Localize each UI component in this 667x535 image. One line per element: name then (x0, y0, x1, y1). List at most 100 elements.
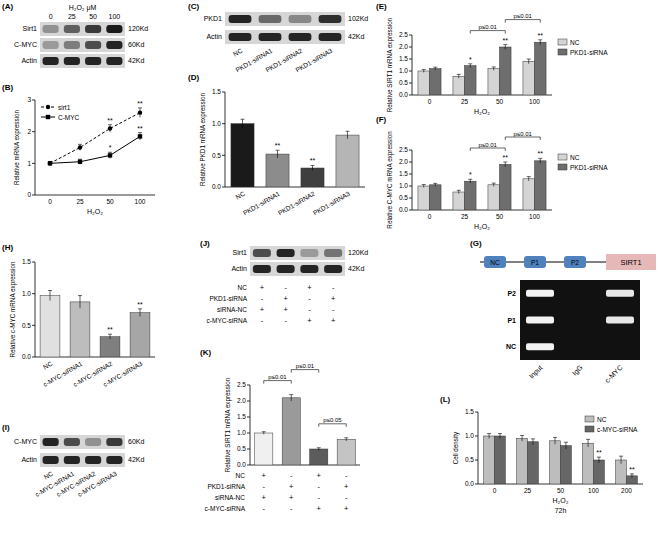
error-bar (503, 162, 507, 167)
error-bar (468, 64, 472, 68)
band (229, 33, 252, 41)
site-label: P2 (571, 259, 579, 266)
lane-label: 25 (68, 13, 76, 20)
bar (130, 313, 150, 357)
gel-band (606, 317, 634, 324)
condition-sign: - (308, 305, 311, 314)
x-tick-label: 50 (496, 213, 504, 220)
plot-area (418, 40, 546, 95)
x-tick-label: 50 (496, 98, 504, 105)
bar (453, 192, 465, 210)
bar (310, 449, 328, 465)
band (289, 33, 312, 41)
panel-label: (E) (376, 2, 387, 11)
significance-mark: * (469, 171, 472, 178)
condition-label: c-MYC-siRNA (207, 317, 248, 324)
error-bar (422, 70, 426, 73)
size-label: 42Kd (348, 33, 364, 40)
gel-band (606, 343, 634, 350)
band (106, 25, 122, 33)
row-label: Actin (21, 456, 37, 463)
error-bar (468, 179, 472, 183)
y-tick-label: 1.0 (22, 290, 31, 297)
x-tick-label: 50 (106, 198, 114, 205)
gel-band (566, 290, 594, 297)
significance-mark: ** (107, 326, 113, 333)
x-tick-label: NC (42, 360, 54, 371)
panel-label: (I) (2, 423, 10, 432)
line (50, 136, 140, 163)
error-bar (422, 185, 426, 188)
legend-label: C-MYC (58, 114, 80, 121)
legend-swatch (558, 154, 567, 160)
band (253, 249, 271, 257)
condition-label: NC (238, 284, 248, 291)
band (106, 456, 122, 464)
error-bar (503, 45, 507, 50)
legend-swatch (558, 164, 567, 170)
bar (594, 460, 605, 484)
y-axis (412, 35, 413, 95)
band (259, 15, 282, 23)
bar (418, 71, 430, 95)
error-bar (311, 165, 315, 170)
size-label: 42Kd (348, 265, 364, 272)
significance-mark: ** (107, 117, 113, 124)
error-bar (433, 67, 437, 70)
y-tick (222, 92, 225, 93)
error-bar (48, 162, 52, 165)
condition-sign: - (308, 294, 311, 303)
legend-label: NC (570, 154, 580, 161)
lane-label: NC (42, 470, 54, 481)
condition-label: siRNA-NC (215, 494, 245, 501)
significance-mark: ** (137, 125, 143, 132)
y-tick-label: 0.0 (399, 206, 408, 213)
lane-label: NC (232, 47, 244, 58)
y-tick-label: 0.5 (212, 152, 221, 159)
x-tick-label: 50 (557, 487, 565, 494)
bar (231, 124, 254, 187)
bracket (291, 370, 319, 373)
y-tick-label: 0.5 (22, 322, 31, 329)
gel-lane-label: IgG (571, 364, 585, 378)
y-tick-label: 1.0 (465, 432, 474, 439)
y-tick-label: 2.5 (399, 31, 408, 38)
y-tick (409, 35, 412, 36)
error-bar (619, 456, 623, 464)
significance-mark: ** (137, 100, 143, 107)
bracket (264, 381, 292, 384)
error-bar (241, 119, 245, 128)
y-tick (32, 262, 35, 263)
x-axis-label: H₂O₂ (474, 108, 490, 115)
error-bar (457, 190, 461, 193)
legend-marker (46, 115, 50, 119)
y-tick (32, 131, 35, 132)
condition-sign: + (289, 482, 294, 491)
plot-area (48, 108, 142, 166)
y-axis-label: Relative c-MYC mRNA expression (9, 261, 17, 357)
significance-mark: * (109, 144, 112, 151)
bar (488, 185, 500, 210)
significance-mark: ** (503, 154, 509, 161)
row-label: Sirt1 (23, 25, 38, 32)
y-tick-label: 1.0 (237, 429, 246, 436)
condition-sign: - (261, 294, 264, 303)
band (85, 456, 101, 464)
size-label: 102Kd (348, 15, 368, 22)
bar (495, 436, 506, 484)
row-label: Actin (206, 33, 222, 40)
y-tick (475, 484, 478, 485)
error-bar (344, 438, 348, 441)
significance-mark: ** (538, 32, 544, 39)
error-bar (276, 150, 280, 158)
blot-strip (40, 22, 125, 36)
y-axis-label: Relative mRNA expression (13, 110, 21, 185)
bracket (505, 137, 540, 140)
condition-label: NC (236, 472, 246, 479)
error-bar (492, 67, 496, 70)
bar (430, 69, 442, 95)
x-tick-label: 0 (48, 198, 52, 205)
y-tick (409, 186, 412, 187)
error-bar (457, 74, 461, 78)
x-tick-label: 100 (529, 213, 540, 220)
